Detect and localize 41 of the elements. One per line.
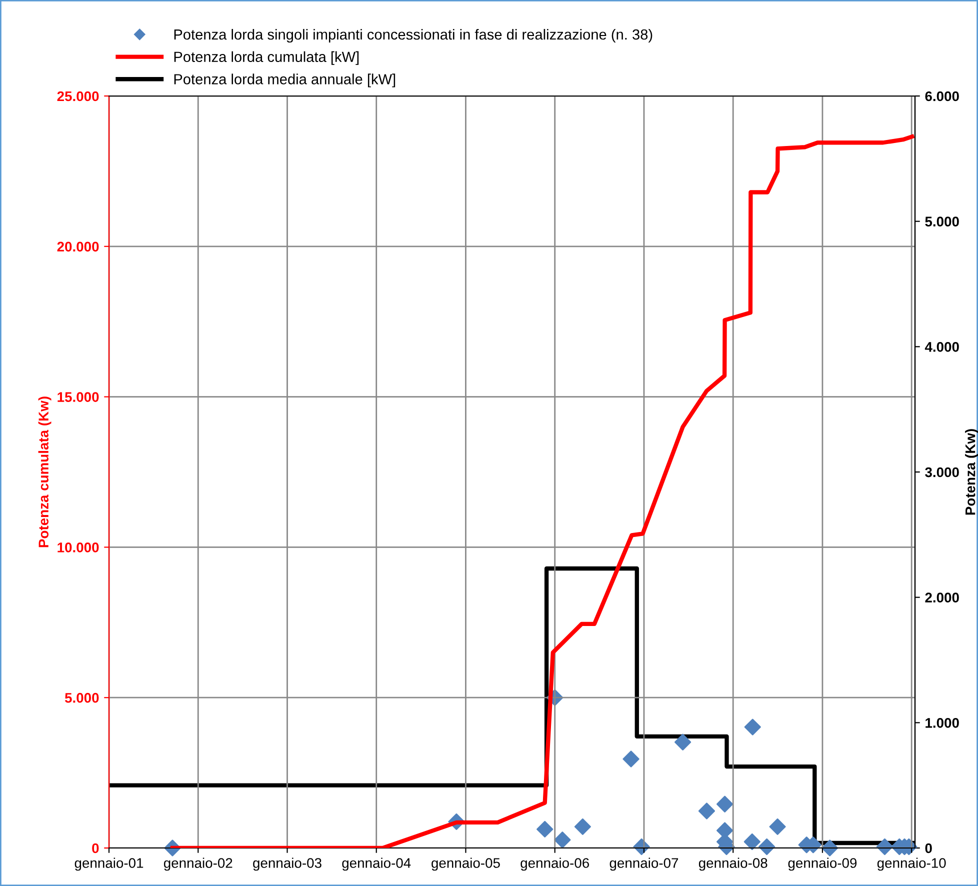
point (698, 802, 716, 820)
x-tick-label: gennaio-02 (164, 858, 232, 871)
y2-tick-label: 1.000 (926, 718, 959, 728)
y2-tick-label: 2.000 (925, 592, 959, 603)
y-tick-label: 0 (92, 843, 99, 854)
y-tick-label: 25.000 (57, 91, 99, 102)
y-tick-label: 15.000 (58, 392, 99, 402)
x-tick-label: gennaio-09 (788, 858, 857, 871)
y2-tick-label: 4.000 (924, 342, 959, 352)
point (758, 838, 776, 856)
y2-tick-label: 3.000 (925, 467, 959, 478)
point (821, 840, 838, 856)
x-tick-label: gennaio-04 (342, 858, 411, 871)
y-tick-label: 20.000 (57, 242, 99, 252)
y-tick-label: 10.000 (58, 542, 99, 552)
point (769, 818, 786, 835)
x-tick-label: gennaio-06 (520, 858, 589, 871)
y2-axis-title: Potenza (Kw) (965, 429, 978, 515)
x-tick-label: gennaio-01 (74, 858, 144, 871)
legend-label: Potenza lorda singoli impianti concessionati in fase di realizzazione (n. 38) (174, 28, 652, 43)
point (574, 818, 591, 835)
x-tick-label: gennaio-07 (610, 858, 678, 871)
y2-tick-label: 6.000 (925, 91, 959, 102)
point (876, 838, 894, 856)
y-axis-title: Potenza cumulata (Kw) (38, 396, 52, 548)
point (744, 833, 760, 850)
x-tick-label: gennaio-05 (432, 858, 500, 871)
y2-tick-label: 5.000 (925, 216, 959, 227)
point (622, 750, 640, 768)
legend-label: Potenza lorda cumulata [kW] (174, 51, 359, 65)
x-tick-label: gennaio-08 (698, 858, 768, 871)
point (536, 820, 554, 838)
point (554, 832, 571, 848)
point (716, 796, 734, 812)
point (744, 718, 761, 736)
y-tick-label: 5.000 (64, 692, 99, 703)
legend-label: Potenza lorda media annuale [kW] (174, 74, 396, 88)
x-tick-label: gennaio-10 (877, 858, 946, 871)
y2-tick-label: 0 (925, 843, 932, 854)
x-tick-label: gennaio-03 (253, 858, 322, 871)
point (674, 734, 692, 750)
